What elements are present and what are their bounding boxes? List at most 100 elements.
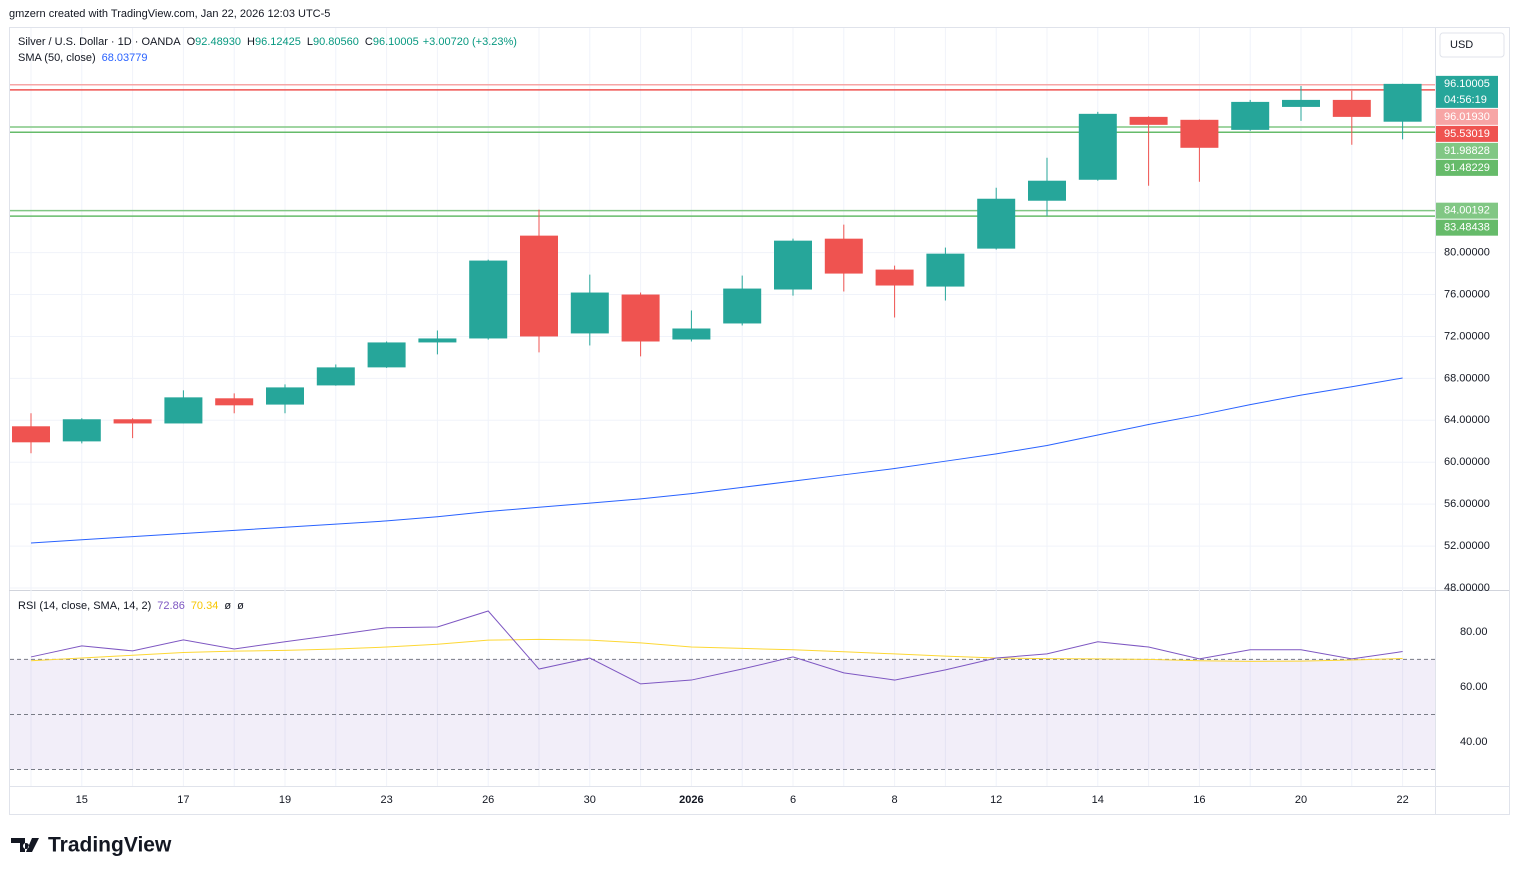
candle-body — [723, 288, 762, 324]
candle-body — [1383, 83, 1422, 122]
rsi-name: RSI (14, close, SMA, 14, 2) — [18, 600, 151, 612]
y-tick-label: 60.00000 — [1444, 456, 1490, 468]
candle-body — [977, 198, 1016, 249]
currency-button[interactable] — [1439, 32, 1505, 58]
x-tick-label: 22 — [1396, 794, 1408, 806]
price-label: 91.98828 — [1444, 145, 1490, 157]
countdown: 04:56:19 — [1444, 94, 1487, 106]
x-tick-label: 6 — [790, 794, 796, 806]
y-tick-label: 60.00 — [1460, 681, 1488, 693]
price-label-bg — [1436, 202, 1498, 219]
price-label: 95.53019 — [1444, 128, 1490, 140]
x-tick-label: 12 — [990, 794, 1002, 806]
candle-body — [1129, 116, 1168, 125]
y-tick-label: 80.00 — [1460, 626, 1488, 638]
ohlc-key: L — [307, 36, 313, 48]
y-tick-label: 80.00000 — [1444, 247, 1490, 259]
x-tick-label: 15 — [76, 794, 88, 806]
rsi-extra: ø — [237, 600, 244, 612]
candle-body — [1282, 99, 1320, 107]
price-label-bg — [1436, 108, 1498, 125]
rsi-value: 72.86 — [157, 600, 185, 612]
rsi-band — [10, 659, 1435, 770]
y-tick-label: 64.00000 — [1444, 414, 1490, 426]
rsi-line — [30, 610, 1403, 685]
x-tick-label: 17 — [177, 794, 189, 806]
sma-legend: SMA (50, close) 68.03779 — [18, 52, 148, 64]
currency[interactable]: USD — [1450, 39, 1473, 51]
candle-body — [113, 419, 152, 424]
symbol-legend: Silver / U.S. Dollar · 1D · OANDA O92.489… — [18, 36, 517, 48]
rsi-legend: RSI (14, close, SMA, 14, 2) 72.86 70.34 ø ø — [18, 600, 244, 612]
candle-body — [316, 367, 355, 386]
rsi-line — [30, 638, 1403, 662]
sma-value: 68.03779 — [102, 52, 148, 64]
rsi-value: 70.34 — [191, 600, 219, 612]
price-label: 96.10005 — [1444, 78, 1490, 90]
y-tick-label: 40.00 — [1460, 736, 1488, 748]
candle-body — [367, 342, 406, 368]
x-tick-label: 16 — [1193, 794, 1205, 806]
y-tick-label: 72.00000 — [1444, 330, 1490, 342]
chart-frame — [9, 27, 1510, 815]
candle-body — [672, 328, 711, 340]
candle-body — [215, 398, 254, 406]
price-label-bg — [1436, 125, 1498, 142]
candle-body — [164, 397, 203, 424]
ohlc-value: 92.48930 — [195, 36, 241, 48]
ohlc-key: C — [365, 36, 373, 48]
candle-body — [418, 338, 457, 343]
candle-body — [469, 260, 508, 339]
x-tick-label: 20 — [1295, 794, 1307, 806]
candle-body — [62, 419, 101, 442]
ohlc-value: 96.12425 — [255, 36, 301, 48]
x-tick-label: 30 — [584, 794, 596, 806]
logo-icon — [11, 838, 39, 852]
candle-body — [266, 387, 304, 405]
candle-body — [774, 240, 812, 290]
y-tick-label: 56.00000 — [1444, 498, 1490, 510]
ohlc-value: 96.10005 — [373, 36, 419, 48]
y-tick-label: 76.00000 — [1444, 288, 1490, 300]
change: +3.00720 (+3.23%) — [423, 36, 517, 48]
sma-line — [30, 377, 1403, 544]
candle-body — [1078, 113, 1117, 180]
x-tick-label: 8 — [892, 794, 898, 806]
ohlc-key: H — [247, 36, 255, 48]
sma-name: SMA (50, close) — [18, 52, 96, 64]
rsi-extra: ø — [224, 600, 231, 612]
logo-text: TradingView — [48, 834, 172, 857]
price-label-bg — [1436, 75, 1498, 108]
candle-body — [621, 294, 660, 342]
candle-body — [1028, 180, 1066, 201]
x-tick-label: 23 — [380, 794, 392, 806]
y-tick-label: 48.00000 — [1444, 582, 1490, 594]
y-tick-label: 52.00000 — [1444, 540, 1490, 552]
candle-body — [570, 292, 609, 334]
candle-body — [1180, 119, 1219, 148]
x-tick-label: 2026 — [679, 794, 703, 806]
price-label: 91.48229 — [1444, 162, 1490, 174]
logo: TradingView — [11, 834, 172, 857]
price-label: 83.48438 — [1444, 222, 1490, 234]
candle-body — [1332, 99, 1371, 117]
price-label: 84.00192 — [1444, 205, 1490, 217]
price-label: 96.01930 — [1444, 111, 1490, 123]
y-tick-label: 68.00000 — [1444, 372, 1490, 384]
candle-body — [926, 253, 965, 287]
symbol: Silver / U.S. Dollar · 1D · OANDA — [18, 36, 181, 48]
candle-body — [824, 238, 863, 274]
candle-body — [875, 269, 914, 286]
x-tick-label: 14 — [1092, 794, 1104, 806]
ohlc-value: 90.80560 — [313, 36, 359, 48]
candle-body — [12, 426, 50, 443]
ohlc-key: O — [187, 36, 196, 48]
price-label-bg — [1436, 142, 1498, 159]
x-tick-label: 26 — [482, 794, 494, 806]
credit: gmzern created with TradingView.com, Jan… — [9, 8, 330, 20]
price-label-bg — [1436, 159, 1498, 176]
x-tick-label: 19 — [279, 794, 291, 806]
candle-body — [520, 235, 558, 337]
